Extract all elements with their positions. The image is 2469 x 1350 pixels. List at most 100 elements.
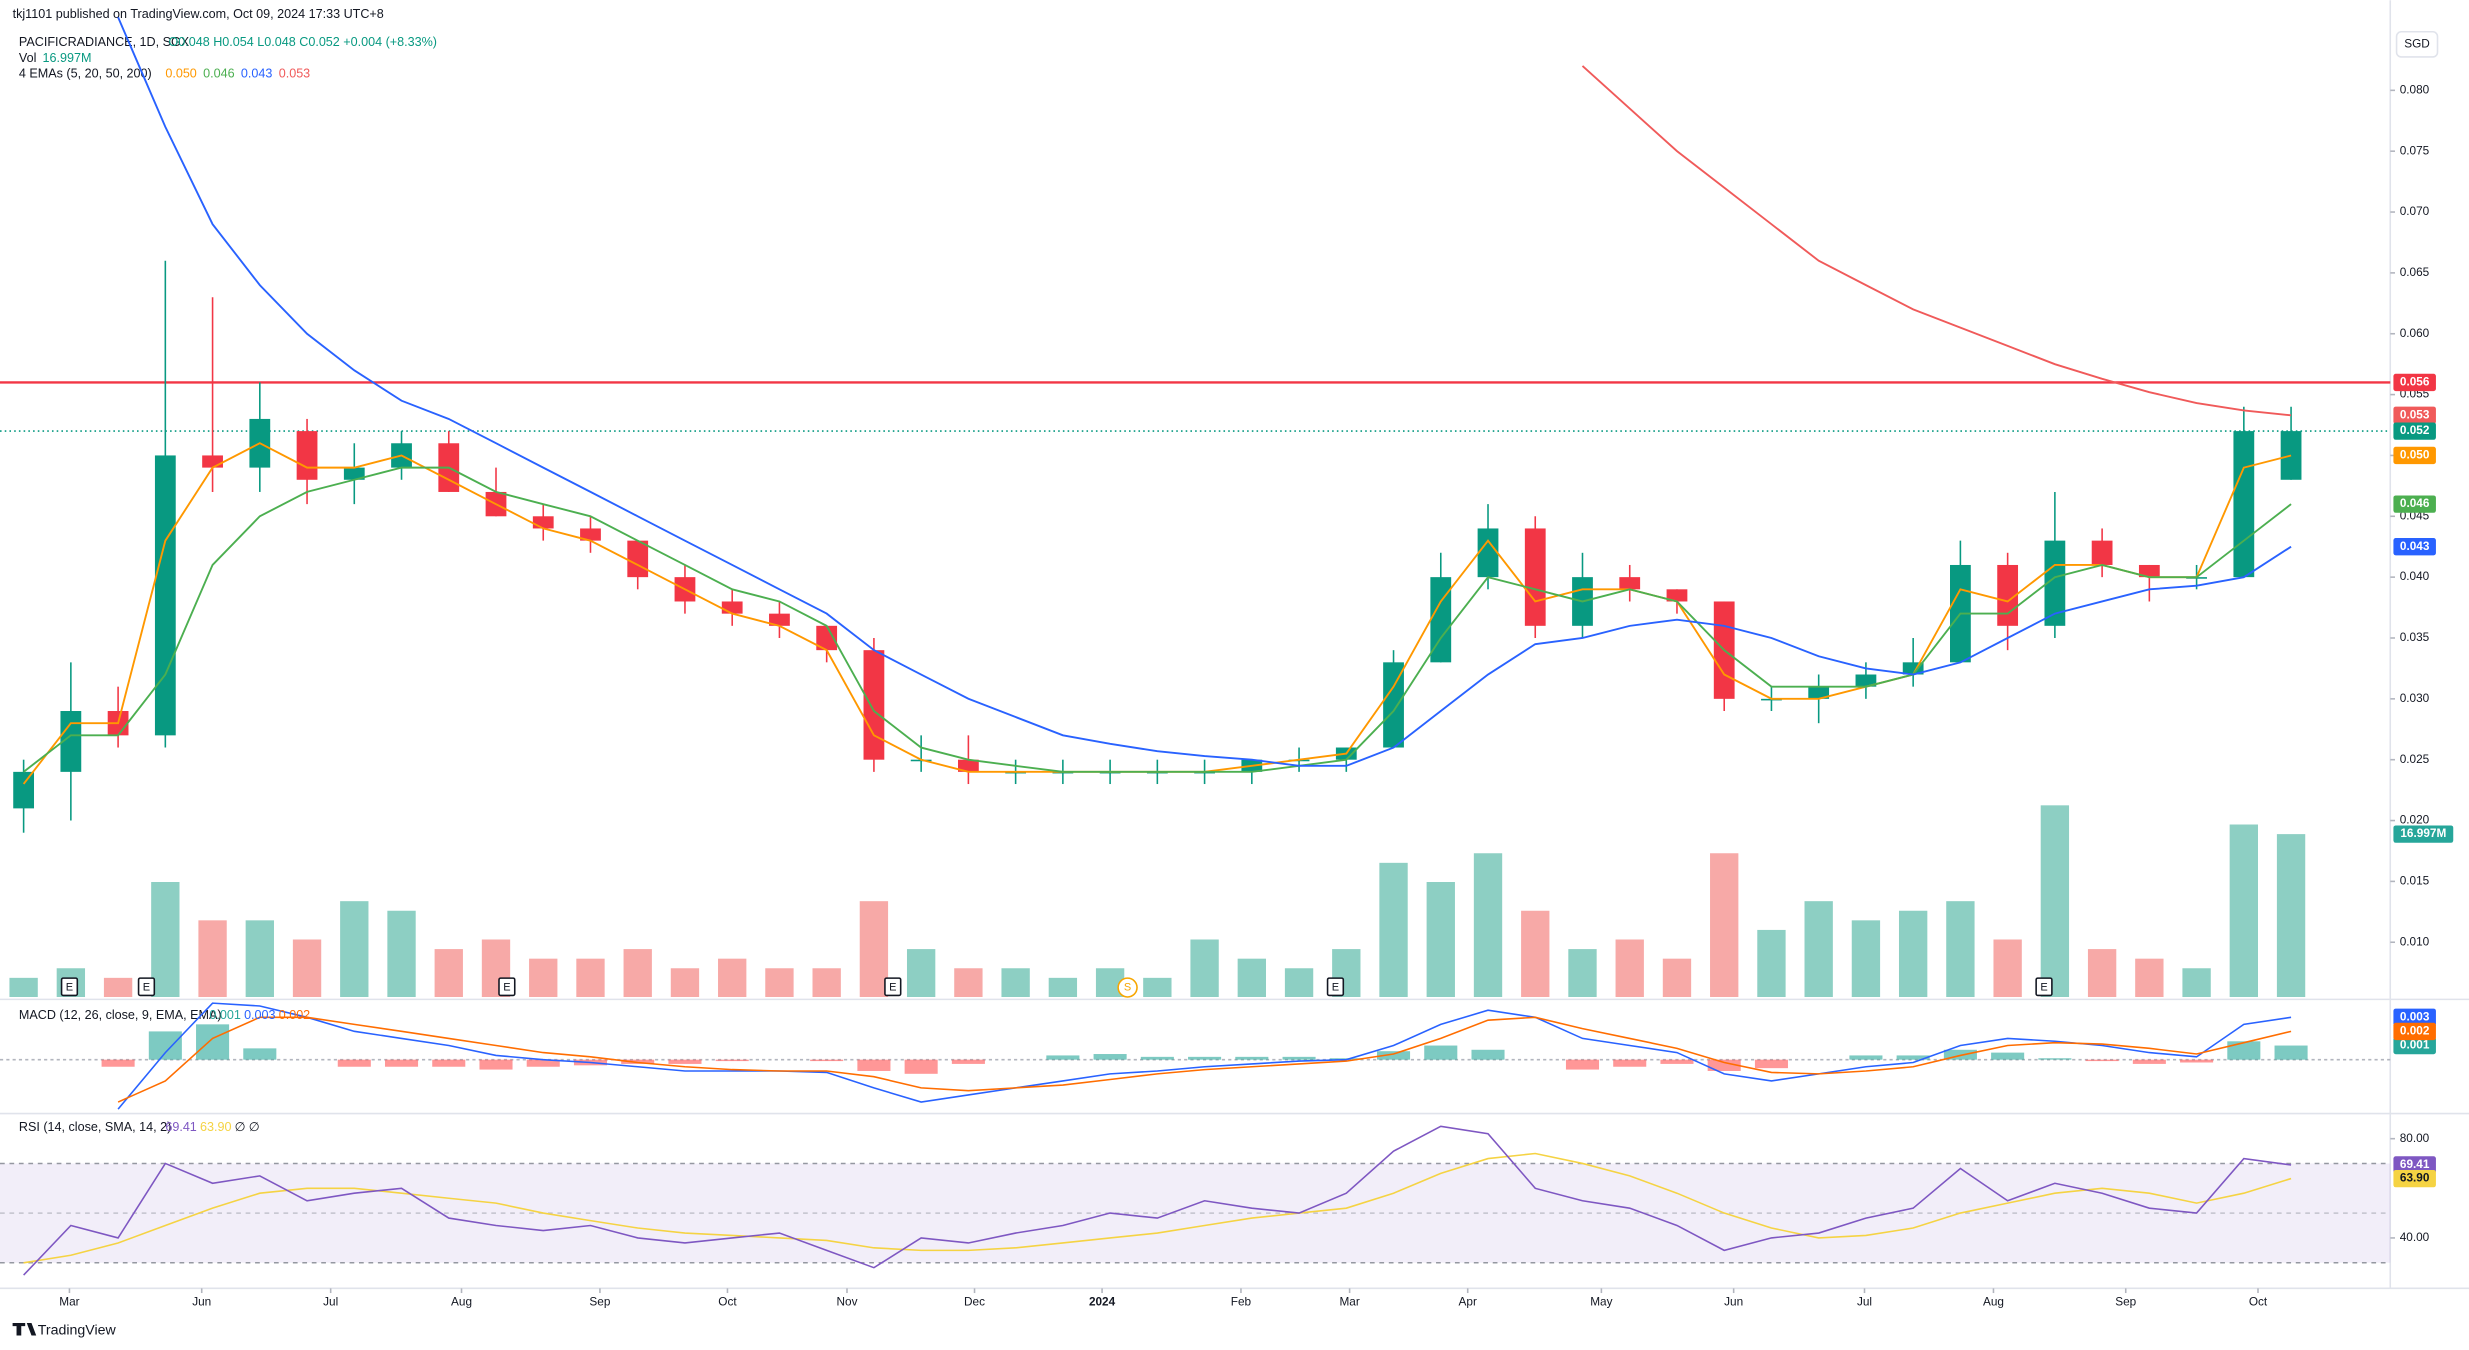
rsi-label: 63.90 — [2400, 1171, 2430, 1185]
x-tick-label: Mar — [1339, 1295, 1359, 1309]
volume-bar — [1237, 958, 1266, 998]
ema-label: 0.053 — [2400, 407, 2430, 421]
volume-bar — [1804, 901, 1833, 998]
volume-bar — [765, 968, 794, 998]
volume-bar — [1048, 977, 1078, 998]
rsi-label-bg — [2393, 1169, 2436, 1188]
macd-label: 0.003 — [2400, 1009, 2430, 1023]
candle-body — [343, 467, 365, 480]
ema-label-bg — [2393, 446, 2436, 465]
currency[interactable]: SGD — [2404, 36, 2430, 50]
x-tick-label: Dec — [964, 1295, 985, 1309]
macd-histogram-bar — [2180, 1059, 2214, 1063]
macd-histogram-bar — [1424, 1045, 1458, 1060]
ema-legend: 4 EMAs (5, 20, 50, 200) — [19, 67, 152, 81]
volume-bar — [718, 958, 747, 998]
candle-body — [2138, 564, 2160, 578]
macd-legend-value: 0.001 — [209, 1008, 240, 1022]
macd-histogram-bar — [148, 1031, 182, 1060]
macd-label: 0.001 — [2400, 1038, 2430, 1052]
candle-body — [580, 528, 601, 541]
macd-histogram-bar — [479, 1059, 513, 1070]
volume-bar — [434, 949, 463, 998]
event-label: E — [503, 981, 510, 993]
candle-body — [1430, 577, 1452, 663]
macd-histogram-bar — [857, 1059, 891, 1071]
rsi-legend-na: ∅ — [249, 1120, 260, 1134]
y-tick-label: 0.015 — [2400, 874, 2430, 888]
candle-body — [1619, 577, 1641, 590]
y-tick-label: 0.025 — [2400, 752, 2430, 766]
volume-bar — [1993, 939, 2022, 998]
event-marker — [60, 977, 79, 997]
event-label: E — [1332, 981, 1339, 993]
volume-bar — [1568, 949, 1597, 998]
x-tick-label: 2024 — [1089, 1295, 1116, 1309]
macd-histogram-bar — [1471, 1049, 1505, 1060]
ema-label: 0.050 — [2400, 448, 2430, 462]
volume-bar — [1662, 958, 1692, 998]
currency-button[interactable] — [2395, 30, 2439, 58]
macd-histogram-bar — [432, 1059, 466, 1067]
macd-histogram-bar — [1754, 1059, 1788, 1069]
macd-legend-value: 0.002 — [279, 1008, 310, 1022]
candle-body — [1855, 674, 1877, 687]
event-marker — [1326, 977, 1345, 997]
macd-histogram-bar — [904, 1059, 938, 1074]
rsi-label-bg — [2393, 1156, 2436, 1174]
volume-label: 16.997M — [2400, 826, 2446, 840]
volume-bar — [1143, 977, 1172, 998]
brand[interactable]: TradingView — [38, 1323, 117, 1339]
candle-body — [1524, 528, 1546, 626]
volume-bar — [906, 949, 936, 998]
event-label: E — [66, 981, 73, 993]
candle-body — [2280, 431, 2302, 480]
macd-histogram-bar — [1849, 1055, 1883, 1060]
macd-histogram-bar — [1188, 1056, 1222, 1060]
candle-body — [1477, 528, 1499, 578]
volume-bar — [1757, 929, 1786, 998]
candle-body — [721, 601, 743, 614]
event-label: S — [1124, 981, 1131, 993]
rsi-line — [23, 1125, 2292, 1276]
macd-histogram-bar — [526, 1059, 560, 1067]
macd-histogram-bar — [2274, 1045, 2308, 1060]
volume-bar — [670, 968, 700, 998]
ema-legend-value: 0.050 — [165, 67, 196, 81]
volume-bar — [103, 977, 133, 998]
volume-bar — [623, 949, 652, 998]
ema-legend-value: 0.043 — [241, 67, 272, 81]
macd-histogram-bar — [1707, 1059, 1741, 1071]
macd-histogram-bar — [2132, 1059, 2166, 1064]
volume-legend-value: 16.997M — [43, 51, 92, 65]
x-tick-label: Sep — [2115, 1295, 2136, 1309]
volume-bar — [151, 882, 180, 998]
candle-body — [2044, 540, 2066, 626]
event-marker — [2035, 977, 2053, 997]
volume-bar — [1426, 882, 1455, 998]
candle-body — [2233, 431, 2255, 578]
event-marker — [884, 977, 902, 997]
x-tick-label: Jul — [1857, 1295, 1872, 1309]
volume-bar — [387, 910, 416, 998]
volume-bar — [2040, 805, 2070, 998]
hline-label: 0.056 — [2400, 375, 2430, 389]
volume-bar — [859, 901, 889, 998]
candle-body — [816, 625, 838, 651]
hline-label-bg — [2393, 373, 2436, 392]
macd-histogram-bar — [1991, 1052, 2025, 1060]
y-tick-label: 40.00 — [2400, 1230, 2430, 1244]
volume-legend: Vol — [19, 51, 37, 65]
candle-body — [13, 771, 35, 809]
macd-legend-value: 0.003 — [244, 1008, 275, 1022]
volume-bar — [2087, 949, 2117, 998]
candle-body — [1666, 589, 1688, 602]
event-label: E — [889, 981, 896, 993]
y-tick-label: 0.040 — [2400, 569, 2430, 583]
macd-label-bg — [2393, 1036, 2436, 1055]
volume-bar — [1521, 910, 1550, 998]
volume-bar — [198, 920, 227, 998]
volume-bar — [9, 977, 38, 998]
macd-histogram-bar — [384, 1059, 419, 1067]
